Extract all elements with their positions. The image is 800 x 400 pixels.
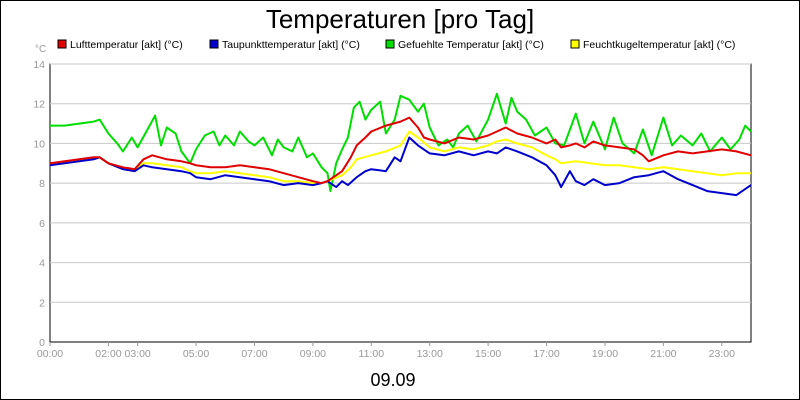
y-tick-label: 2 [39,297,45,309]
y-tick-label: 6 [39,218,45,230]
x-tick-label: 15:00 [475,348,501,360]
legend-label: Gefuehlte Temperatur [akt] (°C) [398,39,544,51]
series-line-2 [50,92,752,193]
y-tick-label: 4 [39,258,45,270]
y-tick-label: 0 [39,337,45,349]
x-tick-label: 19:00 [592,348,618,360]
x-tick-label: 05:00 [183,348,209,360]
y-tick-label: 12 [33,99,45,111]
x-axis: 00:00 02:00 03:00 05:00 07:00 09:00 11:00 13:00… [37,342,735,360]
x-axis-label: 09.09 [370,370,415,390]
series-line-3 [49,130,751,185]
y-tick-label: 8 [39,178,45,190]
x-tick-label: 09:00 [300,348,326,360]
x-tick-label: 11:00 [359,348,385,360]
y-unit-label: °C [35,44,46,55]
legend-swatch [57,39,67,49]
x-tick-label: 00:00 [37,348,63,360]
plot-border [49,63,752,343]
x-tick-label: 02:00 [95,348,121,360]
series-line-0 [49,116,752,185]
legend-swatch [385,39,395,49]
legend-label: Lufttemperatur [akt] (°C) [70,39,183,51]
y-tick-label: 10 [33,138,45,150]
plot-area [49,63,752,343]
x-tick-label: 17:00 [533,348,559,360]
x-tick-label: 13:00 [417,348,443,360]
x-tick-label: 03:00 [124,348,150,360]
x-tick-label: 07:00 [241,348,267,360]
legend-label: Feuchtkugeltemperatur [akt] (°C) [583,39,735,51]
grid [50,63,751,303]
chart-title: Temperaturen [pro Tag] [266,4,534,34]
x-tick-label: 23:00 [709,348,735,360]
y-tick-label: 14 [33,59,45,71]
legend-swatch [570,39,580,49]
legend-label: Taupunkttemperatur [akt] (°C) [222,39,360,51]
x-tick-label: 21:00 [650,348,676,360]
legend-swatch [209,39,219,49]
y-axis: 0 2 4 6 8 10 12 14 [33,59,45,349]
series-group [49,92,752,197]
legend: Lufttemperatur [akt] (°C) Taupunkttempera… [57,39,735,51]
series-line-1 [49,136,752,197]
